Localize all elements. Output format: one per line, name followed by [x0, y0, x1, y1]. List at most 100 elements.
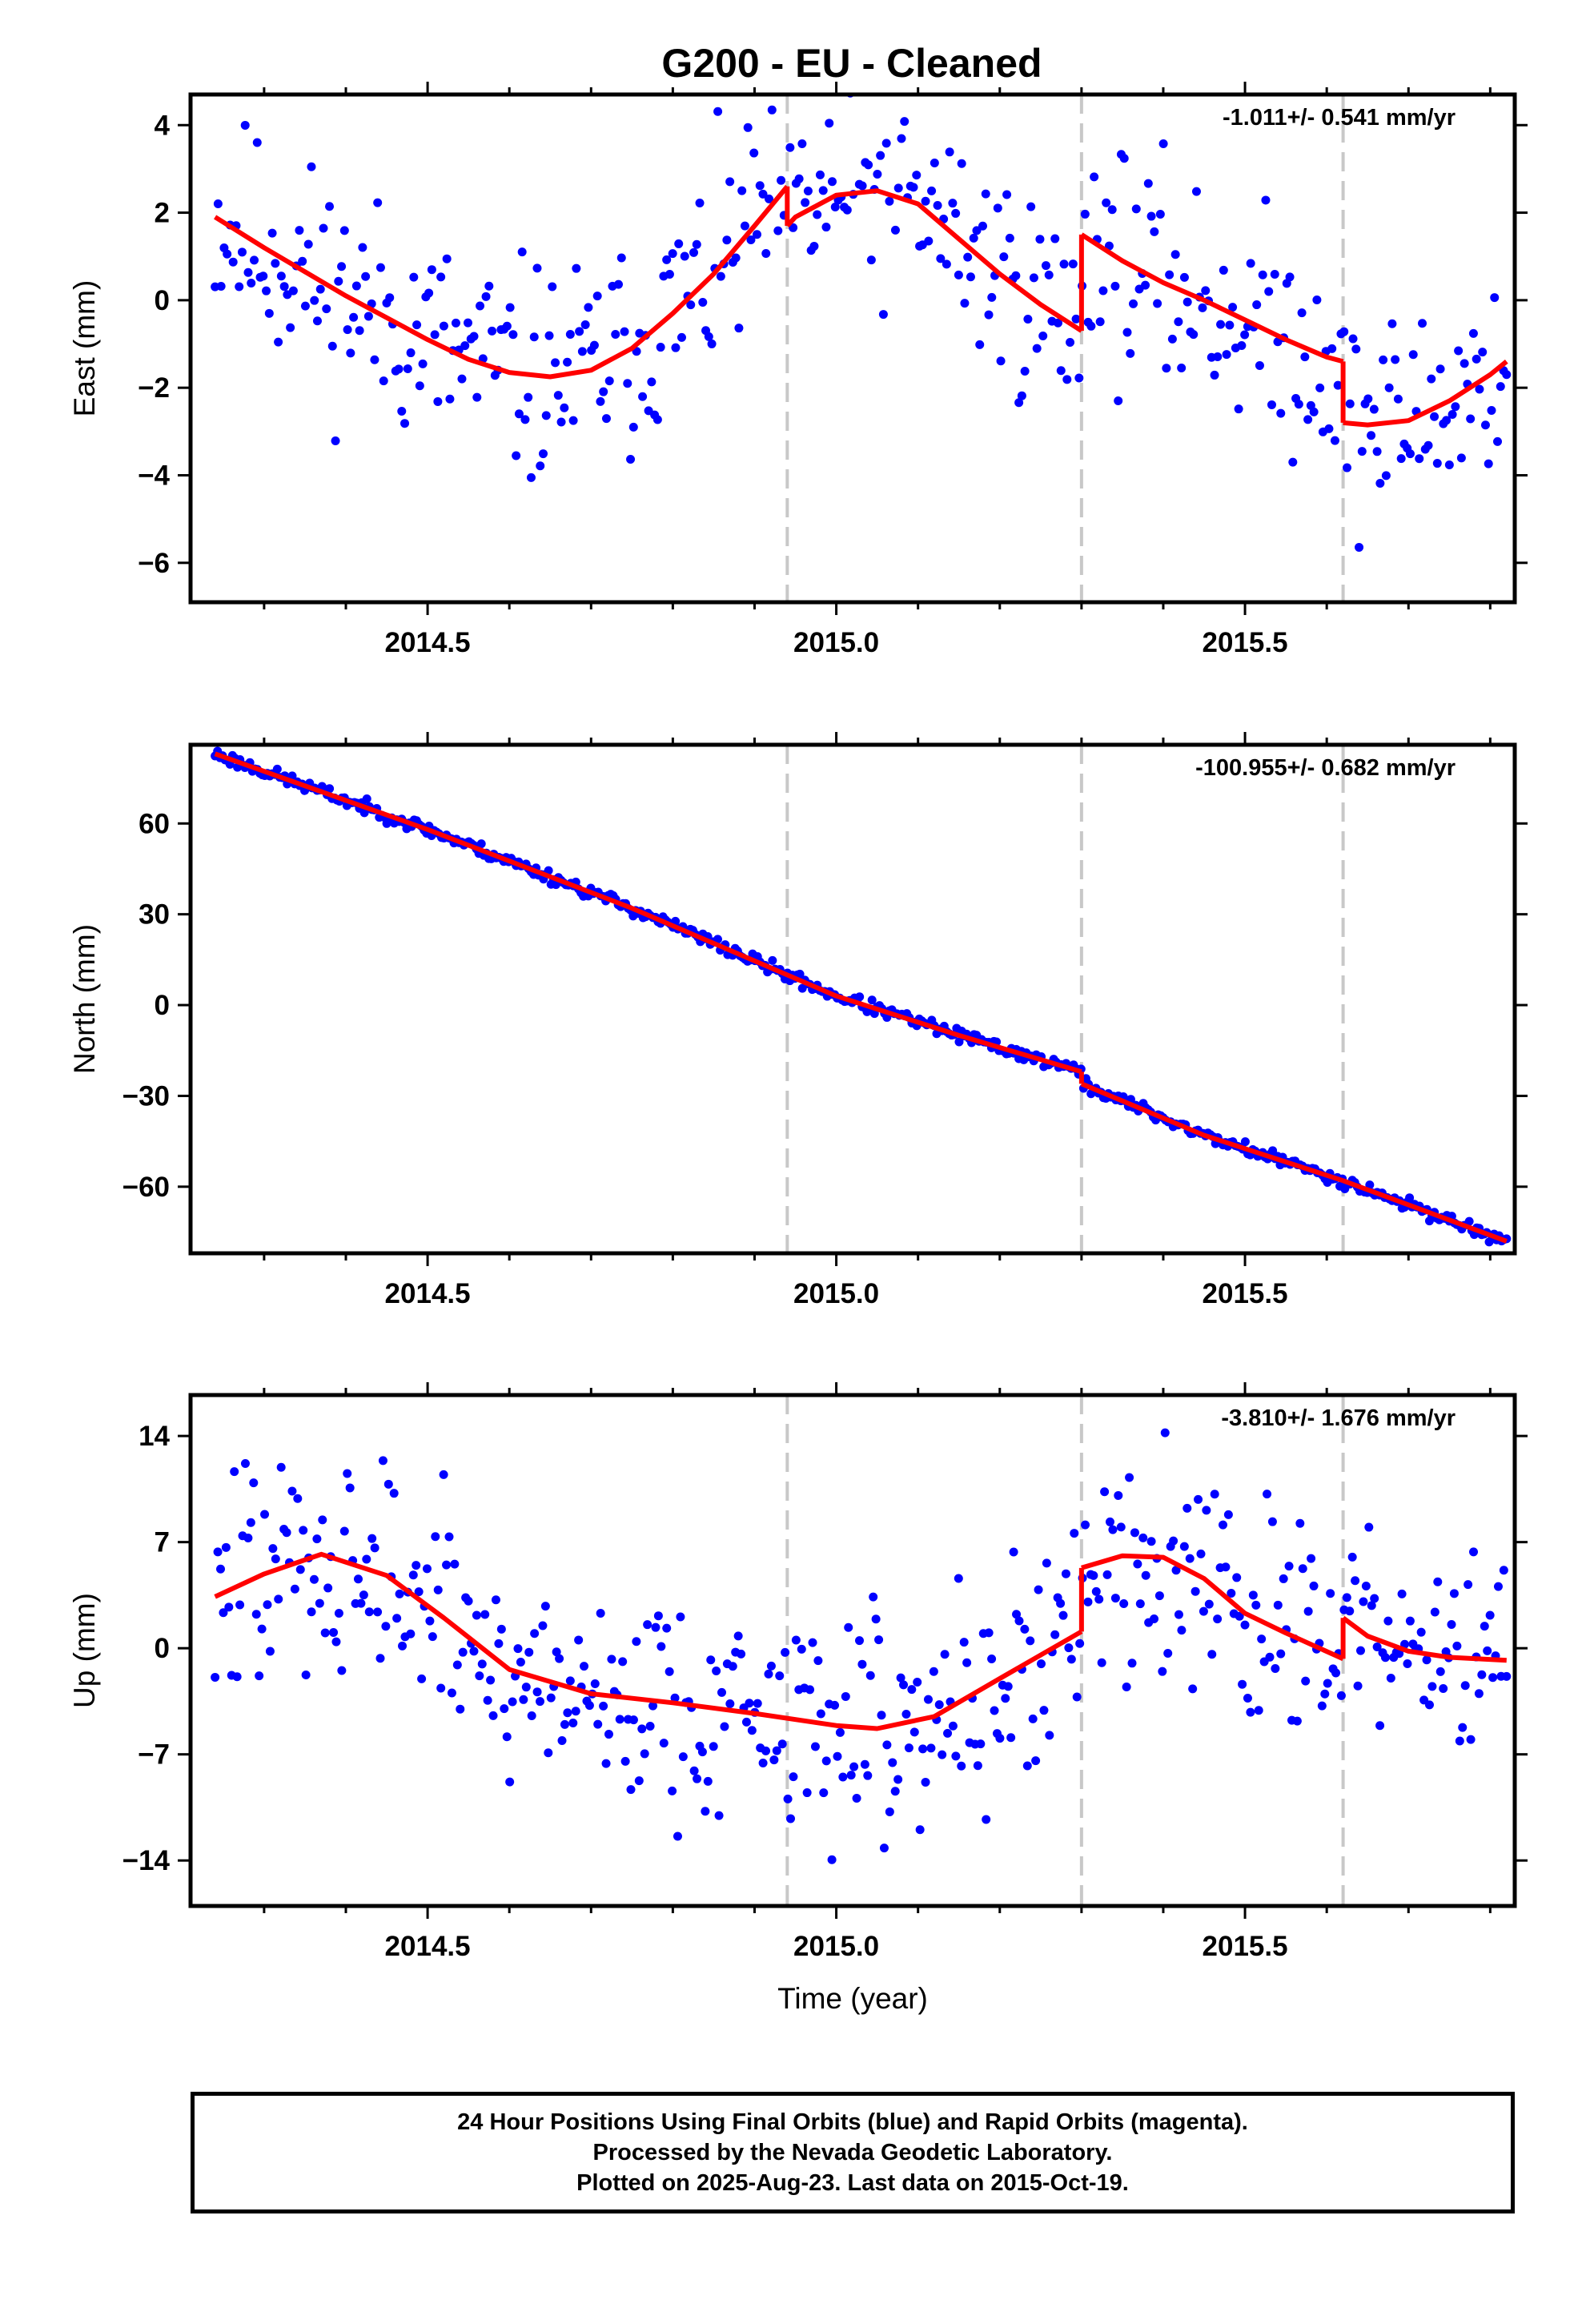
data-point [929, 1667, 938, 1676]
data-point [517, 247, 527, 257]
data-point [1219, 265, 1228, 275]
data-point [693, 1774, 702, 1783]
data-point [1480, 1622, 1489, 1631]
x-tick-label-up: 2015.5 [1203, 1931, 1288, 1962]
data-point [1449, 1589, 1459, 1598]
data-point [1447, 1620, 1456, 1630]
data-point [250, 255, 259, 265]
data-point [1312, 295, 1322, 304]
data-point [893, 1775, 903, 1784]
data-point [665, 1667, 674, 1676]
data-point [1050, 1630, 1060, 1639]
data-point [1383, 1616, 1393, 1626]
data-point [1029, 273, 1038, 283]
data-point [1158, 139, 1168, 149]
model-line-east-0 [214, 184, 789, 380]
data-point [885, 196, 894, 206]
data-point [381, 1622, 391, 1631]
y-tick-label-east: −6 [138, 548, 170, 579]
data-point [1228, 303, 1238, 312]
data-point [945, 147, 954, 157]
data-point [1091, 1586, 1101, 1596]
data-point [1110, 1594, 1120, 1603]
data-point [1196, 1549, 1206, 1558]
data-point [841, 1691, 850, 1701]
data-point [1430, 412, 1439, 421]
data-point [373, 1607, 383, 1617]
data-point [674, 239, 684, 248]
data-point [538, 1621, 548, 1630]
data-point [243, 1533, 253, 1542]
data-point [1372, 1642, 1382, 1651]
data-point [1427, 374, 1436, 384]
data-point [647, 377, 656, 387]
panel-up: 2014.5 2015.0 2015.5 14 7 0 −7 −14 Up (mm) Time (… [68, 1382, 1528, 2015]
data-point [1141, 280, 1150, 290]
data-point [433, 396, 443, 406]
y-tick-label-east: 0 [155, 285, 170, 316]
data-point [271, 259, 280, 268]
data-point [529, 332, 539, 342]
data-point [406, 348, 416, 358]
data-point [885, 1807, 894, 1816]
data-point [764, 1669, 773, 1679]
data-point [343, 325, 352, 335]
data-point [544, 1748, 553, 1758]
data-point [874, 1635, 884, 1645]
data-point [541, 411, 551, 420]
data-point [355, 326, 364, 336]
data-point [1405, 1193, 1415, 1203]
data-point [568, 1718, 578, 1727]
data-point [1255, 360, 1264, 370]
data-point [1342, 463, 1351, 472]
data-point [1032, 344, 1042, 353]
data-point [1094, 1594, 1104, 1604]
data-point [934, 1700, 944, 1710]
data-point [1468, 328, 1478, 338]
data-point [893, 183, 903, 193]
data-point [1089, 1570, 1098, 1580]
data-point [927, 186, 937, 195]
data-point [962, 1658, 972, 1667]
data-point [821, 1756, 831, 1766]
data-point [329, 1627, 339, 1637]
data-point [1393, 394, 1403, 404]
data-point [395, 1589, 404, 1598]
data-point [1466, 414, 1476, 424]
model-line-north-1 [1080, 1081, 1344, 1184]
y-tick-label-up: 0 [155, 1633, 170, 1664]
data-point [698, 298, 708, 308]
data-point [362, 794, 371, 803]
data-point [1485, 1610, 1495, 1620]
data-point [777, 1739, 787, 1749]
y-tick-label-up: −14 [122, 1845, 171, 1876]
data-point [406, 1629, 416, 1638]
data-point [494, 1638, 504, 1648]
data-point [1154, 1591, 1164, 1601]
x-tick-label-north: 2015.0 [793, 1278, 879, 1309]
data-point [1185, 1554, 1195, 1563]
data-point [464, 1596, 473, 1606]
data-point [720, 1722, 729, 1731]
data-point [584, 1701, 594, 1711]
data-point [1232, 1573, 1242, 1582]
data-point [535, 1697, 544, 1707]
data-point [805, 1685, 815, 1695]
data-point [765, 194, 774, 203]
data-point [1309, 1581, 1319, 1590]
data-point [1435, 364, 1445, 374]
data-point [659, 1739, 669, 1748]
data-point [954, 270, 963, 279]
data-point [1155, 210, 1165, 219]
data-point [656, 343, 665, 352]
model-line-up-1 [1081, 1553, 1344, 1662]
data-point [640, 1749, 649, 1759]
data-point [909, 183, 918, 192]
data-point [951, 1751, 961, 1761]
data-point [1213, 352, 1223, 361]
data-point [1502, 370, 1512, 380]
data-point [394, 364, 404, 374]
data-point [628, 422, 638, 432]
data-point [1219, 1520, 1228, 1530]
data-point [601, 414, 611, 424]
